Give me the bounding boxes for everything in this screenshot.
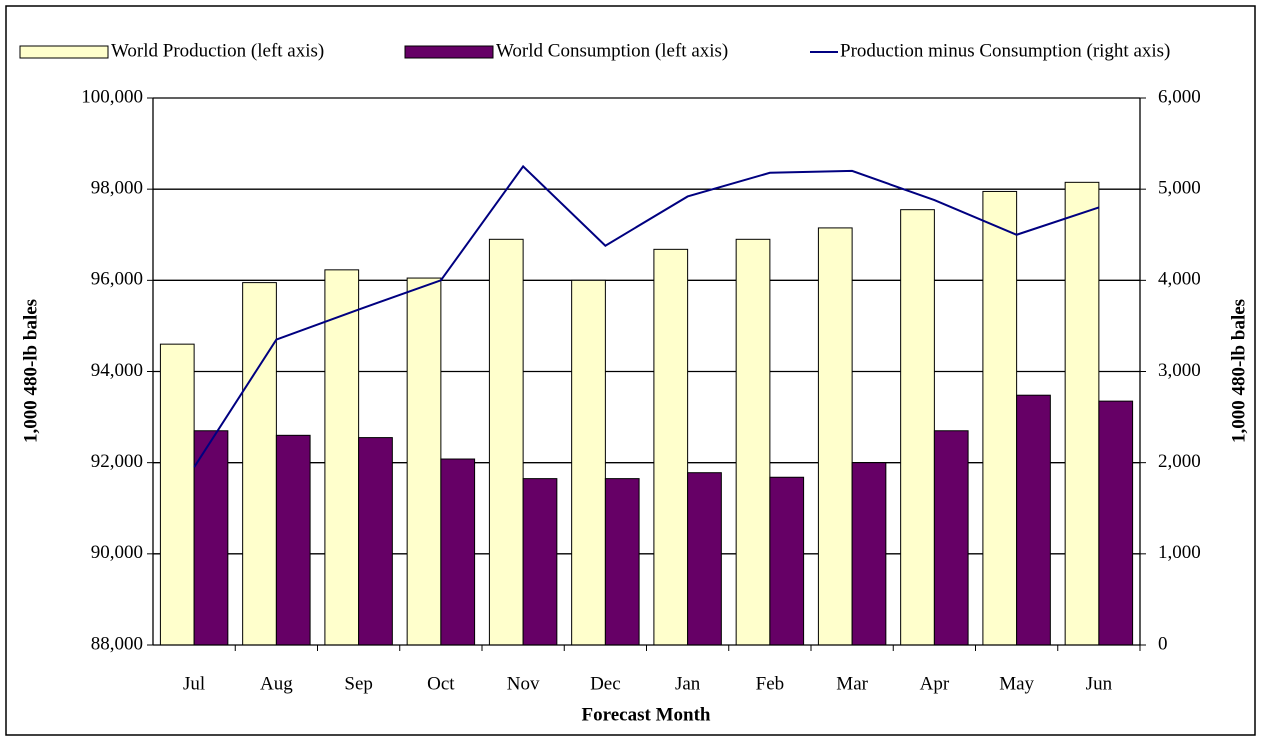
legend-label: World Production (left axis): [111, 40, 324, 61]
bar: [687, 472, 722, 646]
y-tick-label: 90,000: [91, 542, 143, 563]
x-tick-label: Apr: [920, 673, 950, 694]
legend-swatch: [404, 45, 494, 59]
y2-tick-label: 5,000: [1158, 178, 1201, 199]
x-tick-label: Dec: [590, 673, 621, 694]
bar: [358, 437, 393, 646]
bar: [1098, 400, 1134, 646]
bar: [275, 434, 311, 646]
x-tick-label: Feb: [756, 673, 785, 694]
bar: [735, 238, 771, 646]
bar: [604, 478, 640, 646]
bar: [900, 209, 935, 646]
bar: [242, 282, 277, 646]
bar: [406, 277, 442, 646]
x-tick-label: May: [999, 673, 1034, 694]
bar: [1064, 181, 1100, 646]
bar: [817, 227, 853, 646]
bar: [933, 430, 969, 646]
bar: [769, 476, 805, 646]
y2-tick-label: 3,000: [1158, 360, 1201, 381]
y-axis-title: 1,000 480-lb bales: [20, 299, 41, 443]
y-tick-label: 96,000: [91, 269, 143, 290]
bar: [522, 478, 558, 646]
bar: [1016, 394, 1051, 646]
legend-label: World Consumption (left axis): [496, 40, 728, 61]
y-tick-label: 88,000: [91, 633, 143, 654]
x-tick-label: Jun: [1086, 673, 1113, 694]
bar: [571, 279, 606, 646]
y-tick-label: 98,000: [91, 178, 143, 199]
x-axis-title: Forecast Month: [582, 704, 711, 725]
bar: [324, 269, 360, 646]
x-tick-label: Sep: [344, 673, 373, 694]
x-tick-label: Nov: [507, 673, 540, 694]
y2-tick-label: 1,000: [1158, 542, 1201, 563]
x-tick-label: Oct: [427, 673, 455, 694]
x-tick-label: Aug: [260, 673, 293, 694]
x-tick-label: Jul: [183, 673, 205, 694]
y-tick-label: 92,000: [91, 451, 143, 472]
bar: [159, 343, 195, 646]
legend-swatch: [19, 45, 109, 59]
x-tick-label: Mar: [836, 673, 868, 694]
bar: [488, 238, 524, 646]
y2-axis-title: 1,000 480-lb bales: [1228, 299, 1249, 443]
line-series: [193, 164, 1100, 468]
bar: [653, 248, 689, 646]
bar: [193, 430, 229, 646]
y-tick-label: 94,000: [91, 360, 143, 381]
bar: [982, 190, 1018, 646]
y2-tick-label: 6,000: [1158, 86, 1201, 107]
y2-tick-label: 0: [1158, 633, 1168, 654]
bar: [440, 458, 476, 646]
y2-tick-label: 2,000: [1158, 451, 1201, 472]
y2-tick-label: 4,000: [1158, 269, 1201, 290]
bar: [851, 462, 887, 646]
legend-label: Production minus Consumption (right axis…: [840, 40, 1170, 61]
y-tick-label: 100,000: [81, 86, 143, 107]
x-tick-label: Jan: [675, 673, 701, 694]
